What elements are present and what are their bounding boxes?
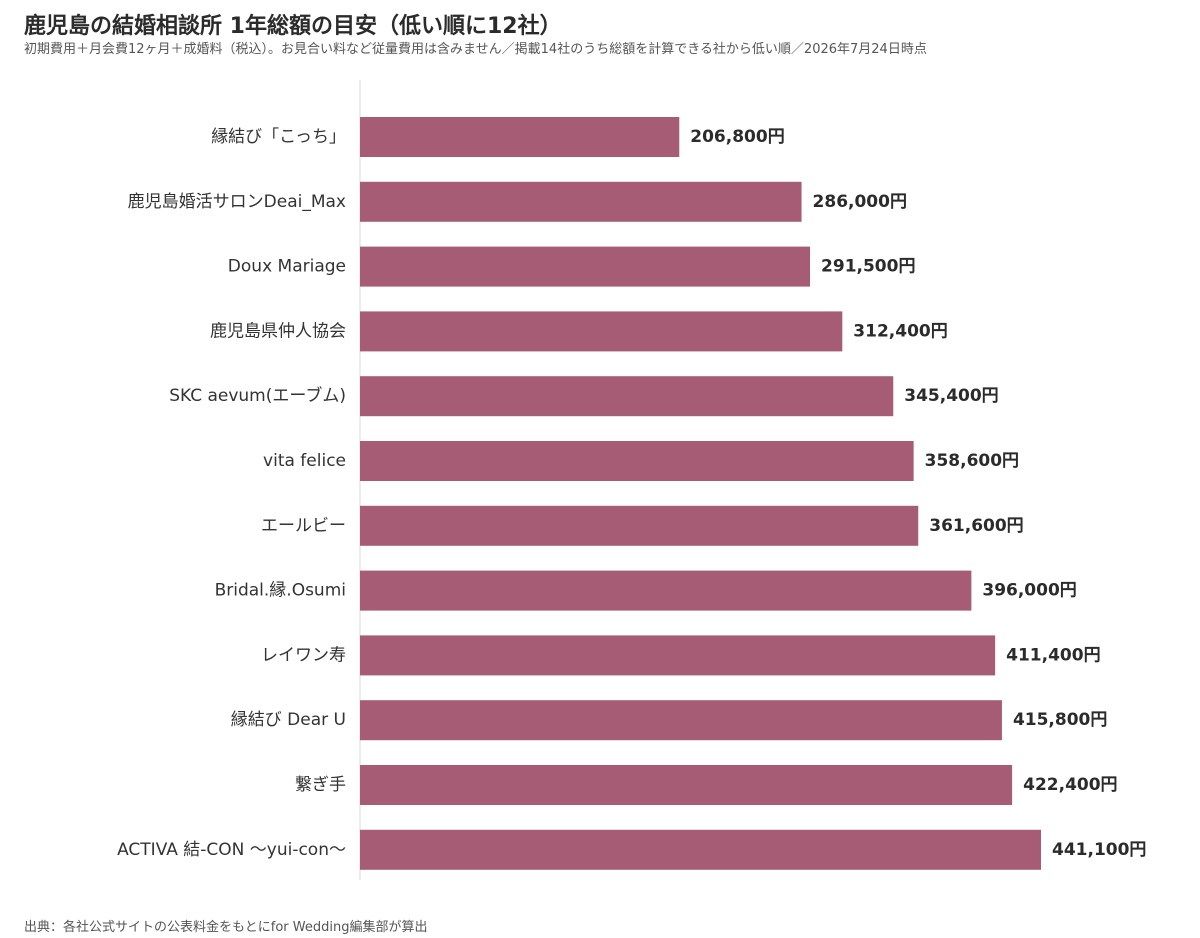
value-label: 361,600円	[929, 516, 1023, 536]
category-label: エールビー	[261, 516, 346, 536]
value-label: 441,100円	[1052, 840, 1146, 860]
bar	[360, 246, 811, 287]
value-label: 345,400円	[904, 386, 998, 406]
value-label: 206,800円	[690, 127, 784, 147]
value-label: 291,500円	[821, 257, 915, 277]
bar	[360, 635, 996, 676]
category-label: 縁結び Dear U	[231, 710, 346, 730]
category-label: Bridal.縁.Osumi	[215, 581, 346, 601]
category-label: 鹿児島婚活サロンDeai_Max	[128, 192, 346, 212]
bar	[360, 829, 1041, 870]
bar	[360, 570, 972, 611]
chart-subtitle: 初期費用＋月会費12ヶ月＋成婚料（税込）。お見合い料など従量費用は含みません／掲…	[24, 42, 927, 57]
category-label: レイワン寿	[261, 645, 346, 665]
category-label: 縁結び「こっち」	[211, 127, 346, 147]
category-label: ACTIVA 結-CON 〜yui-con〜	[117, 840, 346, 860]
category-label: 鹿児島県仲人協会	[210, 321, 346, 341]
category-label: vita felice	[263, 451, 346, 471]
chart-title: 鹿児島の結婚相談所 1年総額の目安（低い順に12社）	[24, 14, 562, 39]
bar	[360, 765, 1013, 805]
chart-source: 出典：各社公式サイトの公表料金をもとにfor Wedding編集部が算出	[24, 920, 428, 935]
value-label: 422,400円	[1023, 775, 1117, 795]
value-label: 358,600円	[925, 451, 1019, 471]
bar	[360, 700, 1002, 741]
value-label: 415,800円	[1013, 710, 1107, 730]
category-label: 繋ぎ手	[295, 775, 346, 795]
bar	[360, 505, 919, 546]
value-label: 286,000円	[813, 192, 907, 212]
value-label: 312,400円	[853, 321, 947, 341]
category-label: Doux Mariage	[228, 257, 346, 277]
bar	[360, 311, 843, 352]
bar	[360, 117, 680, 157]
category-label: SKC aevum(エーブム)	[169, 385, 346, 406]
bar	[360, 376, 894, 417]
value-label: 396,000円	[982, 581, 1076, 601]
bar	[360, 441, 914, 481]
bar	[360, 181, 802, 222]
value-label: 411,400円	[1006, 645, 1100, 665]
